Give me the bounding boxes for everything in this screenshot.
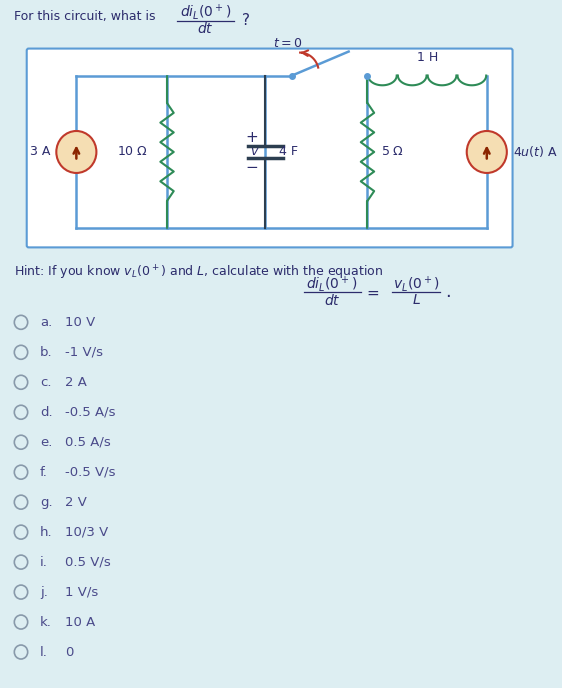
Text: c.: c.	[40, 376, 52, 389]
Text: $L$: $L$	[412, 293, 420, 308]
Text: 10 V: 10 V	[65, 316, 95, 329]
Text: 0.5 V/s: 0.5 V/s	[65, 556, 111, 568]
Text: e.: e.	[40, 436, 52, 449]
Text: 1 H: 1 H	[416, 51, 438, 64]
Text: +: +	[246, 131, 259, 145]
Text: i.: i.	[40, 556, 48, 568]
Text: $v$: $v$	[250, 145, 260, 158]
Text: 1 V/s: 1 V/s	[65, 585, 98, 599]
Text: h.: h.	[40, 526, 53, 539]
Text: 4 F: 4 F	[279, 145, 298, 158]
Text: j.: j.	[40, 585, 48, 599]
Text: $di_L(0^+)$: $di_L(0^+)$	[306, 275, 358, 294]
Text: f.: f.	[40, 466, 48, 479]
Text: $di_L(0^+)$: $di_L(0^+)$	[179, 3, 231, 23]
Text: k.: k.	[40, 616, 52, 629]
Circle shape	[467, 131, 507, 173]
Text: 2 V: 2 V	[65, 495, 87, 508]
Text: $-$: $-$	[246, 158, 259, 173]
Text: 2 A: 2 A	[65, 376, 87, 389]
Text: 10/3 V: 10/3 V	[65, 526, 108, 539]
Circle shape	[56, 131, 97, 173]
Text: d.: d.	[40, 406, 53, 419]
Text: a.: a.	[40, 316, 52, 329]
Text: $dt$: $dt$	[324, 293, 341, 308]
Text: 10 $\Omega$: 10 $\Omega$	[117, 145, 148, 158]
Text: b.: b.	[40, 346, 53, 359]
Text: g.: g.	[40, 495, 53, 508]
Text: Hint: If you know $v_L(0^+)$ and $L$, calculate with the equation: Hint: If you know $v_L(0^+)$ and $L$, ca…	[14, 264, 384, 281]
Text: .: .	[445, 283, 451, 301]
Text: ?: ?	[242, 13, 250, 28]
Text: 5 $\Omega$: 5 $\Omega$	[381, 145, 404, 158]
Text: -0.5 V/s: -0.5 V/s	[65, 466, 115, 479]
FancyBboxPatch shape	[27, 49, 513, 248]
Text: $=$: $=$	[364, 285, 380, 300]
Text: $t=0$: $t=0$	[273, 37, 302, 50]
Text: -1 V/s: -1 V/s	[65, 346, 103, 359]
Text: 0.5 A/s: 0.5 A/s	[65, 436, 111, 449]
Text: -0.5 A/s: -0.5 A/s	[65, 406, 115, 419]
Text: $dt$: $dt$	[197, 21, 214, 36]
Text: 0: 0	[65, 645, 73, 658]
Text: For this circuit, what is: For this circuit, what is	[14, 10, 156, 23]
Text: 3 A: 3 A	[30, 145, 51, 158]
Text: 10 A: 10 A	[65, 616, 95, 629]
Text: l.: l.	[40, 645, 48, 658]
Text: 4$u(t)$ A: 4$u(t)$ A	[513, 144, 558, 160]
Text: $v_L(0^+)$: $v_L(0^+)$	[393, 275, 439, 294]
